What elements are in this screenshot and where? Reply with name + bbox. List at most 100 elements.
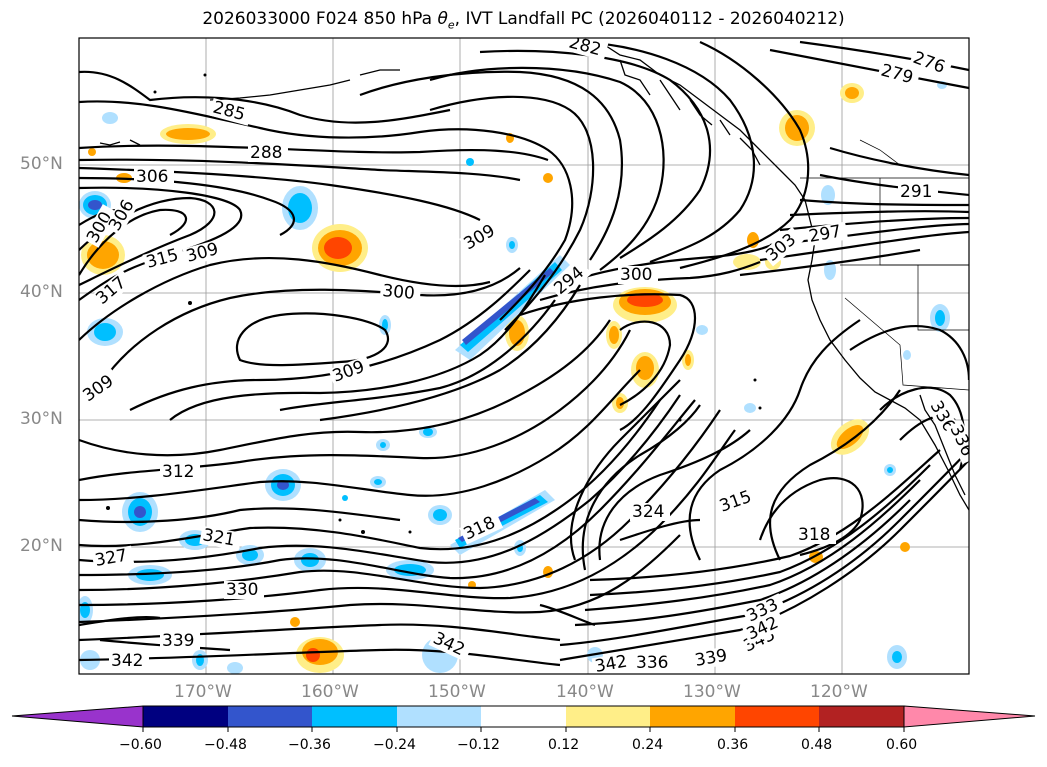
contour-label: 339 [162,631,194,651]
contour-line [79,615,161,627]
contour-label: 300 [620,265,652,285]
contour-line [539,603,596,627]
colorbar-segment [819,706,904,727]
contour-line [79,158,521,182]
colorbar-tick-label: −0.48 [204,737,247,753]
contour-line [79,507,401,524]
map-layer: 282 276 279 285 288 306 300 306 315 309 … [79,38,969,674]
contour-label: 330 [226,580,258,600]
contour-line [79,319,611,457]
contour-line [429,95,595,331]
contour-line [319,284,581,422]
contour-label: 312 [162,462,194,482]
contour-line [79,100,574,321]
colorbar [11,705,1036,732]
contour-line [768,389,901,561]
contour-label: 318 [798,525,830,545]
contour-line [479,49,712,259]
contour-line [829,146,969,177]
colorbar-tick-label: 0.36 [717,737,749,753]
contour-line [79,399,661,551]
colorbar-segment [566,706,650,727]
contour-label: 342 [111,651,143,671]
contour-line [79,394,681,564]
contour-line [79,369,641,502]
map-frame [78,37,970,675]
colorbar-segment [735,706,819,727]
lat-label: 40°N [20,282,63,302]
colorbar-tick-label: 0.12 [548,737,580,753]
lat-label: 20°N [20,536,63,556]
lon-label: 160°W [301,682,359,702]
contour-line [619,518,701,542]
contour-line [559,449,969,647]
colorbar-segment [228,706,312,727]
colorbar-tick-label: −0.12 [457,737,500,753]
colorbar-segment [143,706,228,727]
contour-line [79,399,696,580]
contour-label: 324 [632,502,664,522]
coastline [599,41,969,511]
colorbar-tick-label: −0.24 [373,737,416,753]
colorbar-tick-label: 0.48 [801,737,833,753]
colorbar-segment [481,706,566,727]
contour-line [79,144,549,162]
contour-line [79,648,561,667]
contour-line [598,429,751,561]
colorbar-extend-low [11,705,144,728]
colorbar-tick-label: 0.24 [632,737,664,753]
contour-line [758,477,864,557]
contour-line [559,459,969,662]
contour-line [79,534,681,624]
border-line [844,297,969,391]
colorbar-segment [397,706,481,727]
contour-line [569,379,681,561]
colorbar-extend-high [903,705,1036,728]
negative-anomaly-region [79,81,950,674]
contour-line [679,40,810,270]
lon-label: 140°W [556,682,614,702]
islands [106,73,762,534]
contour-label: 291 [900,182,932,202]
contour-line [589,449,941,582]
contour-line [579,40,755,264]
coastline [99,139,141,146]
contour-line [79,208,188,276]
contour-line [539,260,761,302]
contour-line [789,210,969,217]
colorbar-segment [312,706,397,727]
contour-line [581,404,701,571]
contour-line [779,216,969,232]
contour-label: 306 [136,167,168,187]
contour-line [619,320,672,406]
lon-label: 130°W [683,682,741,702]
contour-line [79,256,491,341]
lon-label: 170°W [174,682,232,702]
contour-line [279,299,556,412]
coastlines [99,41,969,511]
contour-line [589,464,931,597]
contour-line [769,48,969,90]
coastline [209,69,400,101]
lon-label: 150°W [428,682,486,702]
contour-line [519,293,697,431]
contour-label: 336 [636,653,668,673]
contour-line [79,70,451,124]
ivt-shading [79,81,950,674]
contour-line [99,267,521,386]
colorbar-tick-label: −0.36 [288,737,331,753]
lat-label: 50°N [20,154,63,174]
contour-label: 288 [250,143,282,163]
colorbar-tick-label: −0.60 [119,737,162,753]
contour-line [584,479,921,612]
colorbar-segment [650,706,735,727]
contour-line [574,499,911,627]
contour-line [739,248,921,277]
border-line [859,139,901,166]
contour-line [359,70,624,261]
contour-label-layer: 282 276 279 285 288 306 300 306 315 309 … [79,38,969,674]
map-title: 2026033000 F024 850 hPa θe, IVT Landfall… [202,9,845,32]
contour-line [688,319,861,561]
colorbar-tick-label: 0.60 [886,737,918,753]
